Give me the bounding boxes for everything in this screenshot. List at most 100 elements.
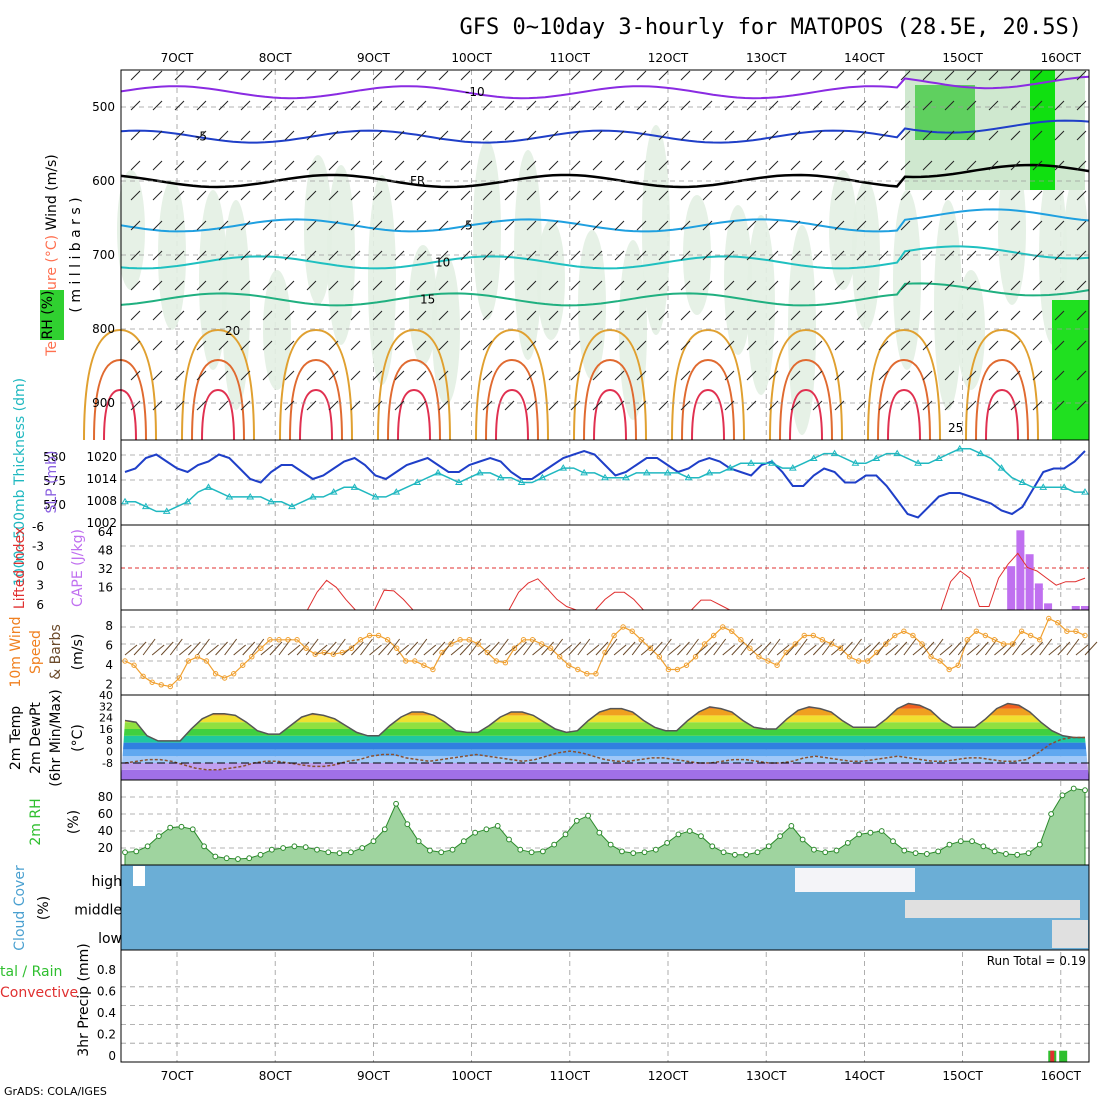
run-total-label: Run Total = 0.19 — [987, 954, 1086, 968]
wind10-barb — [369, 644, 382, 656]
wind10-barb — [260, 644, 274, 656]
thickness-marker — [1039, 483, 1048, 490]
wind-barb — [460, 400, 471, 411]
rh-shade — [304, 155, 332, 305]
wind-barb — [350, 280, 361, 291]
wind-barb — [614, 190, 625, 201]
wind-speed-marker — [176, 675, 183, 681]
wind-barb — [614, 400, 625, 411]
wind-barb — [1032, 100, 1043, 111]
wind-barb — [966, 220, 977, 231]
wind-barb — [856, 70, 867, 81]
wind-barb — [570, 220, 581, 231]
rh-marker — [393, 800, 399, 807]
wind-barb — [922, 220, 933, 231]
wind-barb — [438, 130, 449, 141]
rh2m-tick: 40 — [98, 824, 113, 838]
wind-barb — [1054, 340, 1065, 351]
wind-barb — [504, 280, 515, 291]
wind-barb — [592, 280, 603, 291]
wind-barb — [834, 310, 845, 321]
wind-barb — [240, 280, 251, 291]
wind-barb — [416, 400, 427, 411]
wind-barb — [372, 160, 383, 171]
warm-contour — [475, 328, 549, 441]
isotherm-label: 15 — [420, 292, 435, 306]
wind-speed-marker — [937, 658, 943, 664]
wind-barb — [482, 310, 493, 321]
cloud-clear-high — [795, 868, 915, 892]
wind-barb — [240, 100, 251, 111]
wind-barb — [636, 190, 647, 201]
temp2m-tick: 40 — [99, 689, 113, 702]
wind-barb — [1054, 220, 1065, 231]
thickness-marker — [350, 483, 359, 490]
wind-barb — [658, 340, 669, 351]
wind-speed-marker — [566, 662, 572, 668]
wind-barb — [724, 70, 735, 81]
wind10-barb — [396, 644, 410, 656]
wind-barb — [900, 220, 911, 231]
rh-shade — [473, 140, 501, 320]
wind-barb — [746, 340, 757, 351]
wind-barb — [548, 280, 559, 291]
thickness-marker — [621, 473, 630, 481]
thickness-marker — [517, 478, 526, 485]
rh-marker — [404, 821, 411, 828]
wind-barb — [768, 220, 779, 231]
wind-barb — [130, 310, 141, 321]
wind-barb — [790, 70, 801, 81]
wind-speed-marker — [710, 632, 717, 639]
wind-barb — [372, 190, 383, 201]
warm-contour — [201, 388, 235, 441]
warm-contour — [593, 388, 627, 441]
wind-speed-marker — [529, 637, 536, 643]
wind-barb — [768, 340, 779, 351]
wind-barb — [834, 160, 845, 171]
wind10-barb — [867, 641, 881, 656]
wind-speed-marker — [638, 637, 644, 643]
thickness-marker — [434, 468, 442, 476]
wind-barb — [746, 400, 757, 411]
x-tick-label-top: 10OCT — [451, 51, 492, 65]
x-tick-label-top: 9OCT — [357, 51, 390, 65]
wind-barb — [482, 250, 493, 261]
warm-contour — [485, 358, 539, 441]
wind-barb — [988, 280, 999, 291]
wind-barb — [240, 70, 251, 81]
warm-contour — [279, 328, 353, 441]
wind-speed-marker — [212, 671, 219, 677]
wind10-barb — [541, 641, 554, 656]
cloud-tick: low — [98, 931, 122, 947]
wind-barb — [900, 400, 911, 411]
wind-barb — [306, 310, 317, 321]
wind10-barb — [242, 641, 256, 656]
wind-speed-marker — [837, 645, 844, 651]
wind-barb — [790, 340, 801, 351]
wind10-barb — [595, 641, 609, 656]
wind-barb — [1010, 400, 1021, 411]
wind-barb — [504, 400, 515, 411]
cloud-ylabel-unit: (%) — [36, 896, 52, 920]
wind-barb — [460, 220, 471, 231]
wind-speed-marker — [185, 658, 192, 664]
warm-contour — [299, 388, 333, 441]
wind10-barb — [658, 638, 672, 656]
wind-barb — [504, 190, 515, 201]
wind-barb — [570, 340, 581, 351]
rh-marker — [449, 846, 456, 853]
wind-barb — [482, 370, 493, 381]
wind-speed-marker — [276, 637, 282, 643]
wind10-panel: 8 6 4 2 10m Wind Speed & Barbs (m/s) — [8, 609, 1098, 696]
wind-barb — [416, 340, 427, 351]
rh-marker — [946, 841, 953, 848]
wind-barb — [702, 220, 713, 231]
wind-barb — [614, 250, 625, 261]
pressure-tick: 700 — [92, 248, 115, 262]
rh2m-tick: 80 — [98, 790, 113, 804]
isotherm-label: FR — [410, 174, 425, 188]
wind-speed-marker — [294, 637, 300, 643]
wind-speed-marker — [674, 666, 681, 673]
wind10-barb — [948, 641, 962, 656]
wind-barb — [966, 130, 977, 141]
